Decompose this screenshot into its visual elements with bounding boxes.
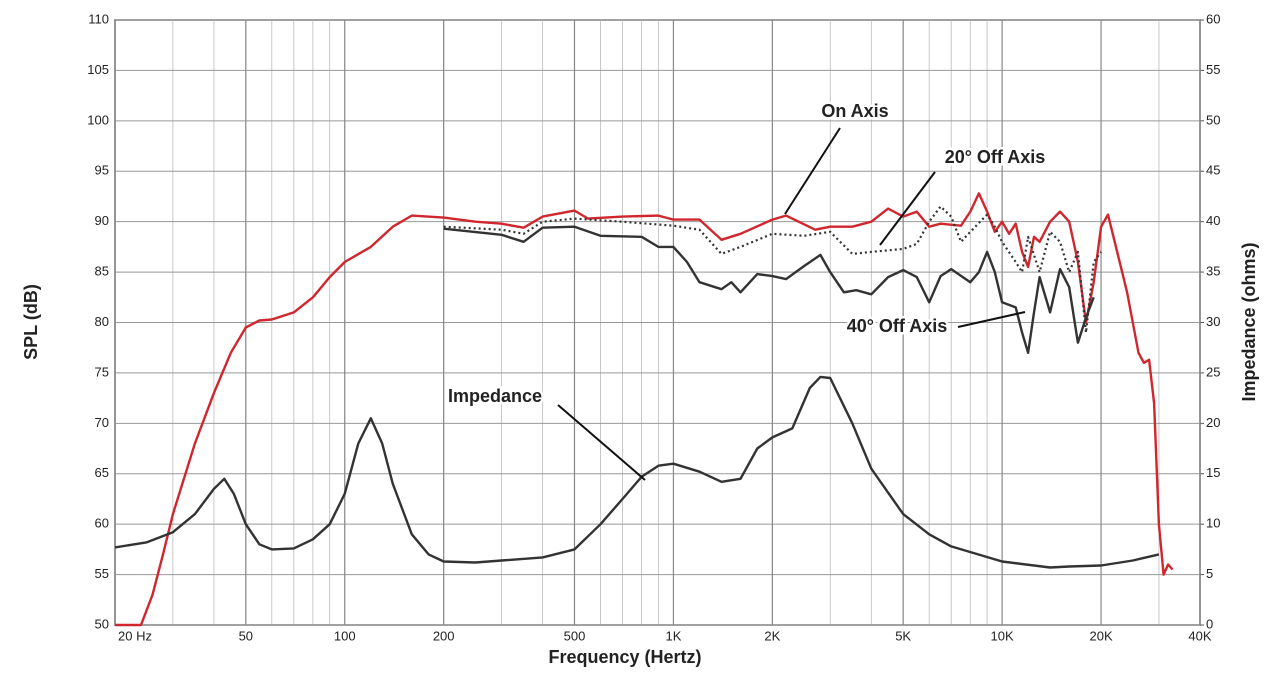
y2-tick-label: 30 xyxy=(1206,314,1220,329)
y2-tick-label: 5 xyxy=(1206,566,1213,581)
y-axis-label: SPL (dB) xyxy=(21,284,41,360)
series-label: 20° Off Axis xyxy=(945,147,1046,167)
x-tick-label: 20 Hz xyxy=(118,628,152,643)
y2-tick-label: 40 xyxy=(1206,213,1220,228)
y2-tick-label: 60 xyxy=(1206,11,1220,26)
leader-line xyxy=(784,127,841,215)
y2-axis-label: Impedance (ohms) xyxy=(1239,242,1259,401)
x-tick-label: 200 xyxy=(433,628,455,643)
series-label: 40° Off Axis xyxy=(847,316,948,336)
x-tick-label: 1K xyxy=(665,628,681,643)
y2-tick-label: 25 xyxy=(1206,364,1220,379)
series-label: Impedance xyxy=(448,386,542,406)
y-tick-label: 95 xyxy=(95,163,109,178)
y2-tick-label: 10 xyxy=(1206,516,1220,531)
x-axis-label: Frequency (Hertz) xyxy=(548,647,701,667)
y2-tick-label: 50 xyxy=(1206,112,1220,127)
y-tick-label: 85 xyxy=(95,264,109,279)
y-tick-label: 65 xyxy=(95,465,109,480)
x-tick-label: 5K xyxy=(895,628,911,643)
leader-line xyxy=(957,311,1026,328)
series-line xyxy=(114,375,1160,569)
y2-tick-label: 35 xyxy=(1206,264,1220,279)
x-tick-label: 20K xyxy=(1089,628,1112,643)
series-label: On Axis xyxy=(821,101,888,121)
y2-tick-label: 45 xyxy=(1206,163,1220,178)
y2-tick-label: 55 xyxy=(1206,62,1220,77)
x-tick-label: 100 xyxy=(334,628,356,643)
y-tick-label: 60 xyxy=(95,516,109,531)
y-tick-label: 75 xyxy=(95,364,109,379)
x-tick-label: 10K xyxy=(991,628,1014,643)
series-line xyxy=(443,225,1095,354)
x-tick-label: 2K xyxy=(764,628,780,643)
series-line xyxy=(443,205,1102,334)
y-tick-label: 80 xyxy=(95,314,109,329)
y-tick-label: 50 xyxy=(95,616,109,631)
leader-line xyxy=(557,404,646,481)
y2-tick-label: 15 xyxy=(1206,465,1220,480)
y-tick-label: 105 xyxy=(87,62,109,77)
leader-line xyxy=(879,171,936,246)
x-tick-label: 500 xyxy=(564,628,586,643)
y-tick-label: 100 xyxy=(87,112,109,127)
x-tick-label: 50 xyxy=(239,628,253,643)
y-tick-label: 110 xyxy=(88,11,109,26)
y2-tick-label: 20 xyxy=(1206,415,1220,430)
series-line xyxy=(115,192,1174,627)
y-tick-label: 90 xyxy=(95,213,109,228)
y2-tick-label: 0 xyxy=(1206,616,1213,631)
x-tick-label: 40K xyxy=(1188,628,1211,643)
y-tick-label: 55 xyxy=(95,566,109,581)
y-tick-label: 70 xyxy=(95,415,109,430)
